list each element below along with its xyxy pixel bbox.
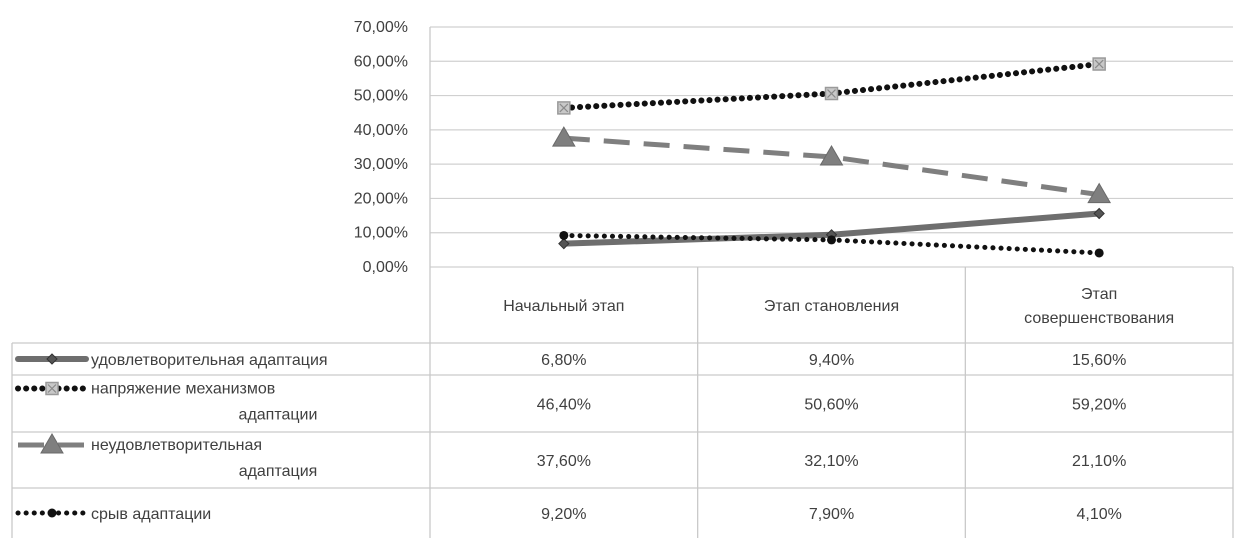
table-value: 15,60% xyxy=(1072,352,1126,369)
series-1 xyxy=(557,57,1106,115)
table-value: 6,80% xyxy=(541,352,586,369)
series-2 xyxy=(551,126,1112,204)
data-point xyxy=(559,230,569,240)
data-point xyxy=(40,433,64,454)
data-point-detail xyxy=(559,103,569,113)
table-value: 50,60% xyxy=(804,397,858,414)
data-point xyxy=(551,126,576,147)
series-name: напряжение механизмов xyxy=(91,381,275,398)
y-tick-label: 70,00% xyxy=(354,19,408,36)
y-tick-label: 20,00% xyxy=(354,190,408,207)
data-point-detail xyxy=(1094,59,1104,69)
table-value: 7,90% xyxy=(809,506,854,523)
series-name: адаптации xyxy=(239,407,318,424)
series-3 xyxy=(559,230,1104,258)
table-value: 32,10% xyxy=(804,453,858,470)
data-point xyxy=(1087,182,1112,204)
legend-key xyxy=(15,353,89,365)
table-value: 46,40% xyxy=(537,397,591,414)
table-value: 37,60% xyxy=(537,453,591,470)
series-name: неудовлетворительная xyxy=(91,437,262,454)
data-point-detail xyxy=(47,384,57,393)
category-label: совершенствования xyxy=(1024,310,1174,327)
table-value: 59,20% xyxy=(1072,397,1126,414)
series-line xyxy=(563,135,1100,198)
series-line xyxy=(560,61,1103,111)
y-tick-label: 10,00% xyxy=(354,225,408,242)
category-label: Этап xyxy=(1081,286,1117,303)
data-point xyxy=(1093,207,1105,220)
table-value: 9,40% xyxy=(809,352,854,369)
category-label: Начальный этап xyxy=(503,298,624,315)
table-value: 21,10% xyxy=(1072,453,1126,470)
y-tick-label: 40,00% xyxy=(354,122,408,139)
legend-key xyxy=(15,508,89,518)
y-tick-label: 30,00% xyxy=(354,156,408,173)
y-tick-label: 0,00% xyxy=(363,259,408,276)
y-tick-label: 50,00% xyxy=(354,88,408,105)
legend-key xyxy=(15,381,89,396)
series-name: срыв адаптации xyxy=(91,506,211,523)
legend-key xyxy=(18,433,86,454)
data-point xyxy=(827,235,836,245)
category-label: Этап становления xyxy=(764,298,899,315)
series-name: удовлетворительная адаптация xyxy=(91,352,328,369)
y-tick-label: 60,00% xyxy=(354,53,408,70)
data-point xyxy=(46,353,58,365)
data-point-detail xyxy=(827,89,836,98)
data-point xyxy=(1094,248,1104,258)
data-point xyxy=(819,144,844,166)
table-value: 9,20% xyxy=(541,506,586,523)
data-point xyxy=(558,237,570,250)
series-name: адаптация xyxy=(239,463,318,480)
data-point xyxy=(47,508,57,518)
table-value: 4,10% xyxy=(1076,506,1121,523)
